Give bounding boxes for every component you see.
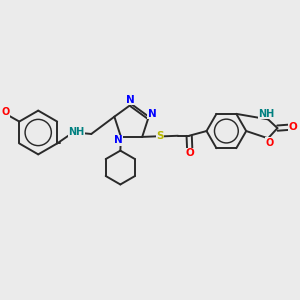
- Text: S: S: [156, 131, 164, 141]
- Text: N: N: [114, 135, 122, 146]
- Text: N: N: [148, 109, 157, 119]
- Text: O: O: [288, 122, 297, 132]
- Text: O: O: [2, 107, 10, 117]
- Text: NH: NH: [68, 127, 84, 137]
- Text: N: N: [126, 94, 134, 104]
- Text: O: O: [265, 138, 273, 148]
- Text: O: O: [185, 148, 194, 158]
- Text: NH: NH: [259, 109, 275, 118]
